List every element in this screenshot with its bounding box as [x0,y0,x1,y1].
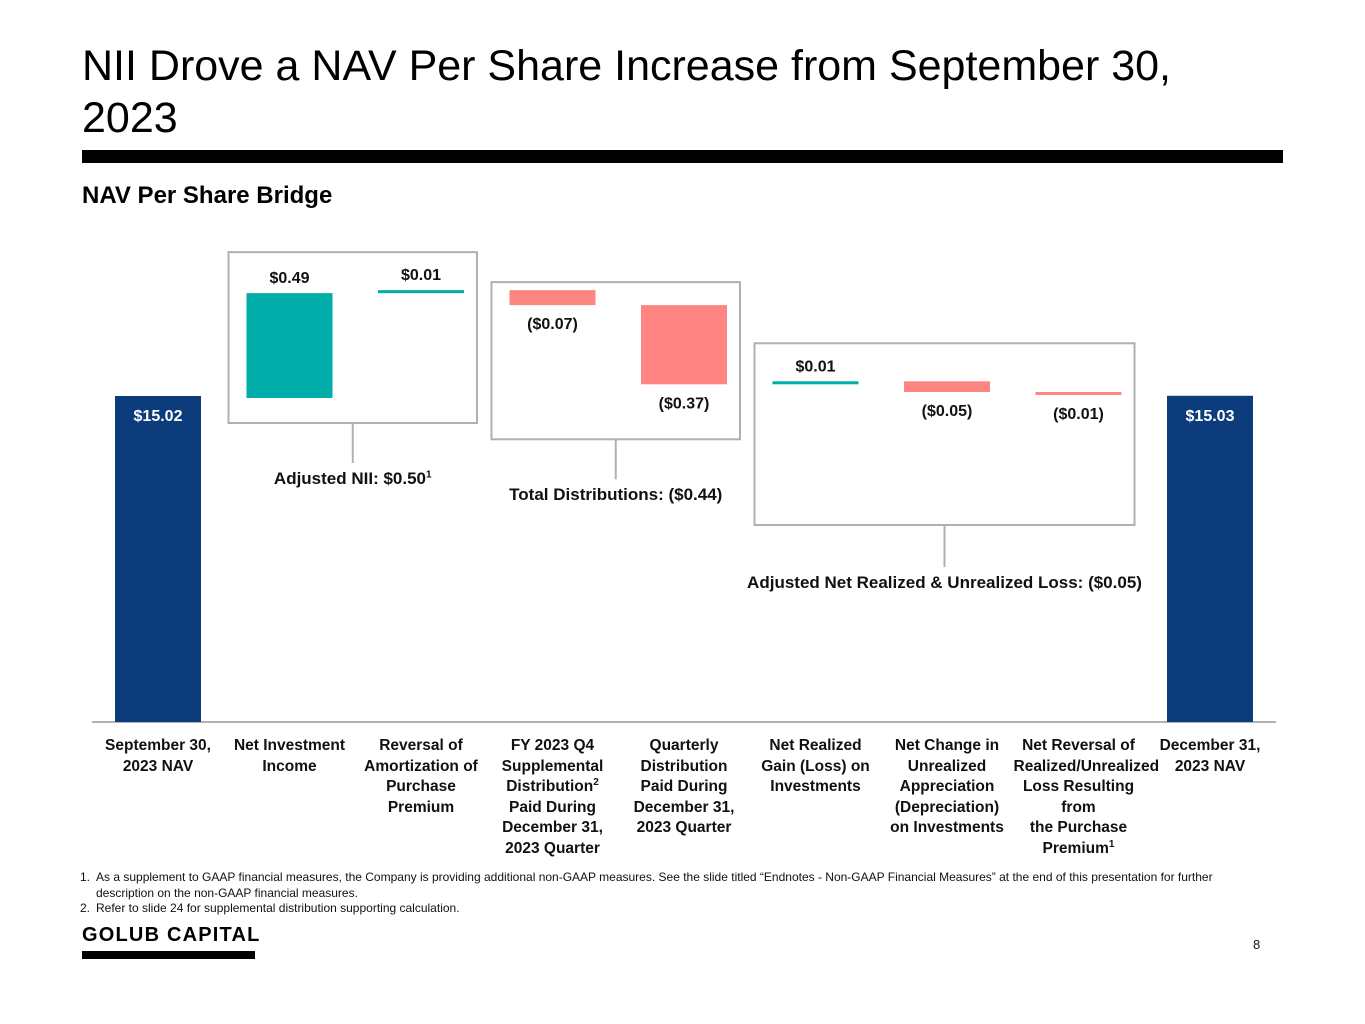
group-label-text: Adjusted NII: $0.50 [273,469,427,488]
bar-decrease [1035,392,1122,395]
bar-nav-total [1167,395,1253,722]
category-label-text: Paid During December 31, 2023 Quarter [502,798,603,857]
category-label: Reversal of Amortization of Purchase Pre… [356,736,486,818]
group-label-text: Total Distributions: ($0.44) [509,485,723,505]
category-label-text: Net Investment Income [233,737,346,775]
group-label-text: Adjusted Net Realized & Unrealized Loss:… [747,573,1142,592]
category-label: September 30, 2023 NAV [93,736,223,777]
data-label: ($0.01) [1053,406,1104,423]
category-label: Net Investment Income [225,736,355,777]
footnote-1: 1. As a supplement to GAAP financial mea… [80,870,1260,901]
category-label-text: Quarterly Distribution Paid During Decem… [633,737,735,836]
data-label: $15.02 [134,408,183,425]
category-label-text: Reversal of Amortization of Purchase Pre… [364,737,478,816]
category-label-text: Net Reversal of Realized/Unrealized Loss… [1013,737,1160,857]
bar-decrease [509,290,596,306]
category-label-text: FY 2023 Q4 Supplemental Distribution [501,737,604,795]
bar-increase [378,290,464,294]
footnotes: 1. As a supplement to GAAP financial mea… [80,870,1260,917]
page-number: 8 [1253,937,1261,952]
category-label: Quarterly Distribution Paid During Decem… [619,736,749,839]
group-label: Adjusted NII: $0.501 [274,469,432,489]
footnote-number: 1. [80,870,91,884]
bar-increase [246,293,333,398]
group-label: Total Distributions: ($0.44) [509,485,722,505]
data-label: $0.49 [269,270,309,287]
category-label: Net Reversal of Realized/Unrealized Loss… [1014,736,1160,859]
category-label-text: Net Realized Gain (Loss) on Investments [761,737,870,795]
data-label: ($0.05) [922,403,973,420]
title-divider [82,150,1283,163]
bar-nav-total [115,396,201,722]
category-label-text: September 30, 2023 NAV [105,737,211,775]
footnote-2: 2. Refer to slide 24 for supplemental di… [80,901,1260,917]
group-label: Adjusted Net Realized & Unrealized Loss:… [747,573,1142,593]
bar-decrease [904,381,990,392]
category-label: Net Change in Unrealized Appreciation (D… [882,736,1012,839]
category-label: FY 2023 Q4 Supplemental Distribution2 Pa… [488,736,618,859]
data-label: $15.03 [1186,408,1235,425]
data-label: $0.01 [401,267,441,284]
category-label: December 31, 2023 NAV [1145,736,1275,777]
category-label: Net Realized Gain (Loss) on Investments [751,736,881,798]
bar-decrease [641,305,727,385]
data-label: ($0.37) [659,395,710,412]
data-label: ($0.07) [527,316,578,333]
page-title: NII Drove a NAV Per Share Increase from … [82,42,1172,142]
footnote-text: As a supplement to GAAP financial measur… [96,870,1213,900]
data-label: $0.01 [795,358,835,375]
footnote-marker: 1 [426,469,432,481]
company-logo: GOLUB CAPITAL [82,924,261,946]
category-label-text: Net Change in Unrealized Appreciation (D… [890,737,1004,836]
chart-subtitle: NAV Per Share Bridge [82,182,333,209]
logo-underline [82,951,255,959]
bar-increase [772,381,859,385]
footnote-marker: 2 [593,776,599,788]
footnote-text: Refer to slide 24 for supplemental distr… [96,901,460,915]
footnote-number: 2. [80,901,91,915]
footnote-marker: 1 [1108,838,1115,850]
category-label-text: December 31, 2023 NAV [1159,737,1261,775]
